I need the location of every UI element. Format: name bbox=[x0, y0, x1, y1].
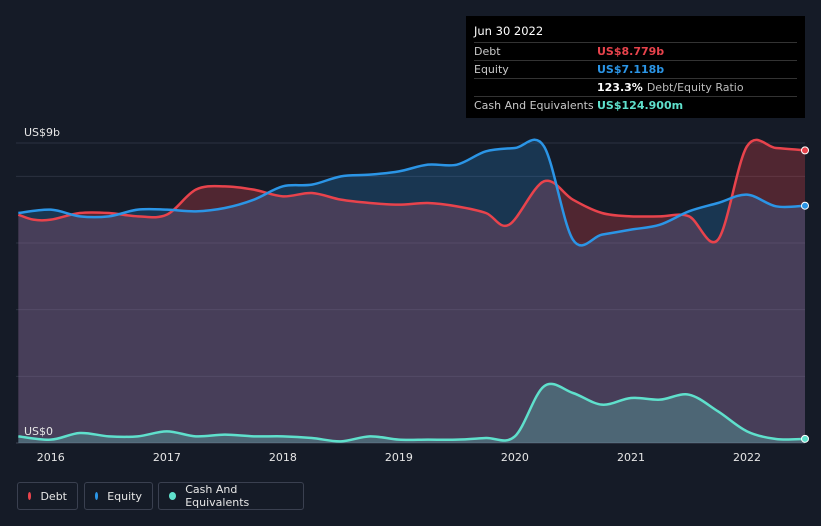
grid-lines bbox=[16, 142, 805, 444]
cash-and-equivalents-endpoint bbox=[801, 434, 809, 443]
x-axis-ticks: 2016 2017 2018 2019 2020 2021 2022 bbox=[37, 451, 761, 464]
debt-line bbox=[17, 138, 806, 244]
series-lines bbox=[17, 138, 806, 443]
series-areas bbox=[18, 139, 805, 444]
y-axis-bottom-label: US$0 bbox=[24, 425, 54, 438]
equity-endpoint bbox=[801, 201, 809, 210]
tooltip-equity-label: Equity bbox=[474, 63, 509, 76]
tooltip-ratio-spacer bbox=[474, 79, 597, 96]
equity-line bbox=[18, 138, 806, 247]
equity-area bbox=[18, 139, 805, 444]
tooltip-row-equity: Equity US$7.118b bbox=[474, 61, 797, 79]
tooltip-date: Jun 30 2022 bbox=[474, 22, 797, 43]
tooltip-row-ratio: 123.3% Debt/Equity Ratio bbox=[474, 79, 797, 97]
cash-and-equivalents-line bbox=[18, 382, 806, 443]
cash-dot-icon bbox=[169, 492, 177, 500]
tooltip-row-debt: Debt US$8.779b bbox=[474, 43, 797, 61]
tooltip-cash-value: US$124.900m bbox=[597, 99, 684, 112]
tooltip-debt-value: US$8.779b bbox=[597, 45, 665, 58]
y-axis-top-label: US$9b bbox=[24, 126, 61, 139]
equity-dot-icon bbox=[95, 492, 99, 500]
tooltip-equity-value: US$7.118b bbox=[597, 63, 665, 76]
x-tick-label: 2019 bbox=[385, 451, 413, 464]
cash-and-equivalents-area bbox=[18, 383, 805, 443]
x-tick-label: 2017 bbox=[153, 451, 181, 464]
debt-endpoint bbox=[801, 146, 809, 155]
x-tick-label: 2020 bbox=[501, 451, 529, 464]
tooltip-panel: Jun 30 2022 Debt US$8.779b Equity US$7.1… bbox=[466, 16, 805, 118]
legend-debt-label: Debt bbox=[40, 489, 67, 503]
x-tick-label: 2018 bbox=[269, 451, 297, 464]
legend-equity-label: Equity bbox=[107, 489, 142, 503]
legend-debt[interactable]: Debt bbox=[17, 482, 78, 510]
tooltip-ratio-label: Debt/Equity Ratio bbox=[646, 81, 744, 94]
legend-cash[interactable]: Cash And Equivalents bbox=[158, 482, 304, 510]
tooltip-row-cash: Cash And Equivalents US$124.900m bbox=[474, 97, 797, 114]
tooltip-debt-label: Debt bbox=[474, 45, 501, 58]
tooltip-cash-label: Cash And Equivalents bbox=[474, 99, 594, 112]
x-tick-label: 2021 bbox=[617, 451, 645, 464]
legend-equity[interactable]: Equity bbox=[84, 482, 153, 510]
tooltip-ratio-value: 123.3% bbox=[597, 81, 643, 94]
x-tick-label: 2016 bbox=[37, 451, 65, 464]
legend-cash-label: Cash And Equivalents bbox=[185, 483, 250, 509]
x-tick-label: 2022 bbox=[733, 451, 761, 464]
debt-dot-icon bbox=[28, 492, 32, 500]
series-endpoints bbox=[801, 146, 809, 443]
